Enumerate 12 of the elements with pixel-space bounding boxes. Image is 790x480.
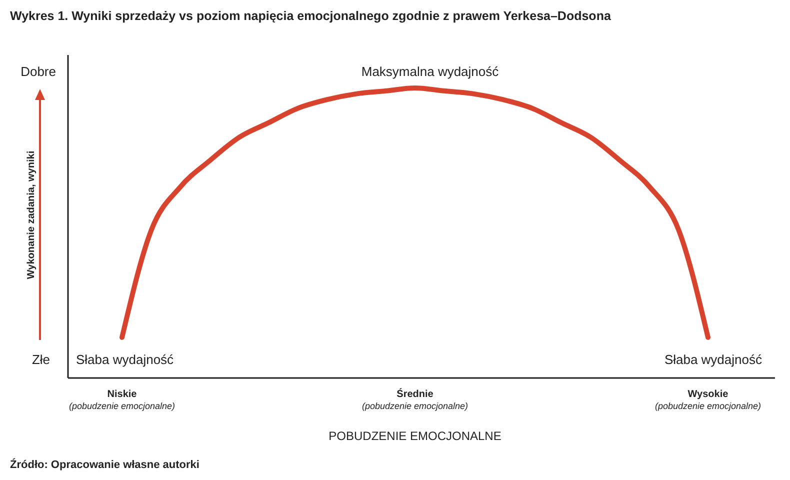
x-axis-title: POBUDZENIE EMOCJONALNE [328,429,502,443]
text: Źródło: Opracowanie własne autorki [10,458,200,471]
text: Dobre [20,64,56,79]
annotation: Słaba wydajność [76,352,174,367]
x-tick-label: Wysokie (pobudzenie emocjonalne) [654,389,762,411]
chart-title: Wykres 1. Wyniki sprzedaży vs poziom napięcia emocjonalnego zgodnie z prawem Yerkesa–Dodsona [10,9,612,23]
x-tick-label: Niskie (pobudzenie emocjonalne) [68,389,176,411]
y-axis-title: Wykonanie zadania, wyniki [26,150,37,280]
text: Maksymalna wydajność [361,64,500,79]
x-tick-label: Średnie (pobudzenie emocjonalne) [362,388,468,411]
text: Złe [32,352,50,367]
annotation: Słaba wydajność [664,352,762,367]
